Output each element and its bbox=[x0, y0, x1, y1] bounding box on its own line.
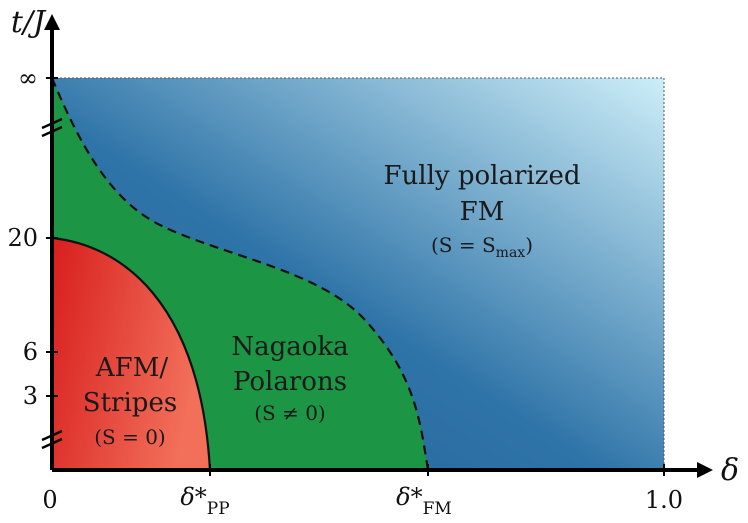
y-axis-title: t/J bbox=[11, 5, 47, 40]
boundary-fm-dashed bbox=[50, 77, 430, 471]
y-axis-break-top bbox=[41, 117, 63, 138]
fm-label-line1: Fully polarized bbox=[384, 161, 581, 191]
x-tick-delta-fm-sub: FM bbox=[423, 499, 452, 519]
x-tick-delta-pp-sub: PP bbox=[207, 499, 230, 519]
y-tick-label-6: 6 bbox=[23, 338, 38, 366]
x-tick-label-delta-pp: δ*PP bbox=[180, 483, 229, 519]
afm-label-line1: AFM/ bbox=[95, 353, 168, 383]
y-tick-marks bbox=[46, 77, 58, 397]
x-tick-delta-fm-main: δ* bbox=[396, 483, 422, 511]
nagaoka-label-line2: Polarons bbox=[233, 367, 347, 397]
y-axis-break-bottom bbox=[41, 429, 63, 450]
nagaoka-label-line1: Nagaoka bbox=[231, 332, 348, 362]
afm-label-sub: (S = 0) bbox=[94, 425, 166, 449]
x-tick-label-0: 0 bbox=[42, 486, 57, 514]
y-tick-label-20: 20 bbox=[7, 224, 38, 252]
fm-label-sub-subscript: max bbox=[496, 245, 526, 261]
fm-label-sub: (S = Smax) bbox=[431, 233, 533, 261]
boundary-afm-solid bbox=[51, 236, 212, 471]
y-tick-label-3: 3 bbox=[23, 382, 38, 410]
x-tick-label-1: 1.0 bbox=[645, 486, 683, 514]
x-tick-marks bbox=[209, 464, 665, 476]
region-afm-stripes bbox=[52, 238, 210, 470]
y-tick-label-inf: ∞ bbox=[18, 64, 38, 92]
x-tick-label-delta-fm: δ*FM bbox=[396, 483, 452, 519]
fm-label-sub-end: ) bbox=[525, 233, 533, 257]
fm-label-sub-main: (S = S bbox=[431, 233, 496, 257]
afm-label-line2: Stripes bbox=[83, 388, 177, 418]
nagaoka-label-sub: (S ≠ 0) bbox=[254, 401, 326, 425]
fm-label-line2: FM bbox=[460, 197, 505, 227]
x-tick-delta-pp-main: δ* bbox=[180, 483, 206, 511]
x-axis-title: δ bbox=[721, 453, 739, 488]
